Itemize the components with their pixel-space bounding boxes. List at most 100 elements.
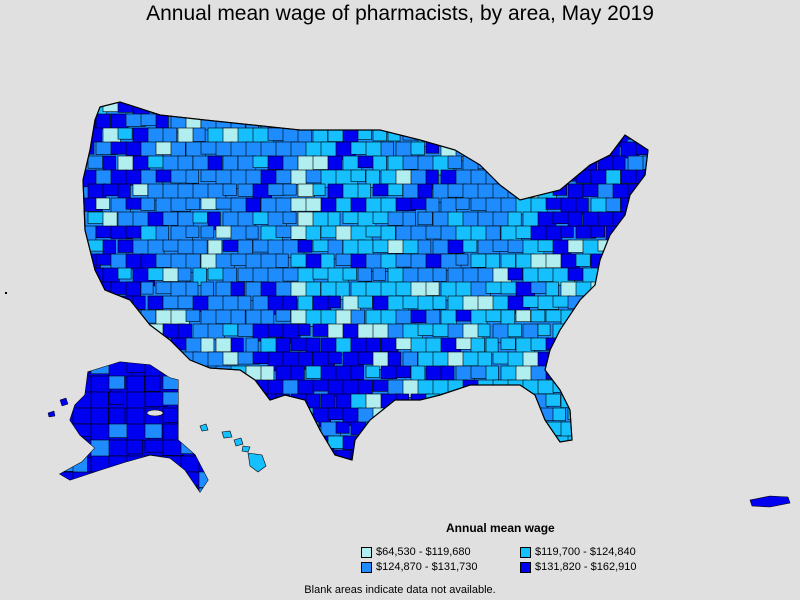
area-cell: [620, 393, 640, 411]
area-cell: [597, 351, 614, 366]
area-cell: [582, 267, 605, 284]
area-cell: [620, 337, 642, 356]
area-cell: [605, 337, 619, 355]
area-cell: [552, 407, 566, 421]
area-cell: [102, 155, 116, 173]
area-cell: [605, 365, 629, 385]
area-cell: [108, 455, 129, 477]
area-cell: [643, 464, 665, 482]
area-cell: [642, 239, 648, 258]
area-cell: [72, 471, 93, 487]
area-cell: [207, 211, 221, 231]
area-cell: [372, 435, 392, 453]
area-cell: [552, 155, 573, 168]
area-cell: [627, 267, 642, 286]
area-cell: [605, 225, 626, 245]
area-cell: [590, 337, 605, 358]
area-cell: [108, 375, 125, 390]
area-cell: [162, 471, 181, 491]
area-cell: [582, 183, 599, 197]
area-cell: [283, 464, 297, 478]
area-cell: [140, 281, 154, 295]
area-cell: [223, 464, 239, 477]
area-cell: [357, 267, 372, 282]
area-cell: [245, 393, 269, 406]
area-cell: [342, 379, 361, 395]
area-cell: [200, 169, 218, 182]
area-cell: [447, 435, 466, 454]
area-cell: [83, 309, 95, 324]
area-cell: [305, 225, 321, 242]
legend-item: $64,530 - $119,680: [361, 546, 471, 558]
area-cell: [522, 435, 538, 449]
area-cell: [117, 267, 132, 280]
area-cell: [282, 211, 297, 224]
area-cell: [597, 323, 611, 336]
area-cell: [537, 323, 551, 336]
area-cell: [260, 421, 276, 438]
area-cell: [417, 435, 437, 449]
area-cell: [144, 455, 169, 476]
area-cell: [575, 393, 595, 411]
area-cell: [552, 379, 572, 393]
area-cell: [537, 435, 556, 453]
area-cell: [95, 337, 115, 356]
area-cell: [537, 379, 555, 395]
area-cell: [380, 365, 397, 380]
area-cell: [83, 141, 95, 155]
area-cell: [627, 435, 648, 453]
area-cell: [117, 323, 139, 336]
area-cell: [252, 435, 275, 452]
area-cell: [297, 323, 311, 336]
area-cell: [627, 379, 648, 395]
area-cell: [410, 225, 428, 243]
area-cell: [133, 464, 148, 482]
area-cell: [590, 421, 606, 436]
area-cell: [455, 225, 473, 242]
area-cell: [410, 141, 425, 156]
area-cell: [590, 365, 605, 384]
legend-item: $124,870 - $131,730: [361, 561, 478, 573]
area-cell: [635, 281, 648, 295]
area-cell: [417, 102, 436, 116]
area-cell: [222, 351, 239, 366]
map-title: Annual mean wage of pharmacists, by area…: [146, 2, 654, 25]
area-cell: [642, 211, 648, 228]
area-cell: [410, 113, 426, 131]
area-cell: [448, 464, 461, 476]
area-cell: [320, 281, 338, 298]
area-cell: [507, 127, 525, 144]
area-cell: [477, 435, 494, 450]
area-cell: [567, 211, 583, 227]
area-cell: [583, 464, 598, 475]
area-cell: [507, 435, 530, 453]
area-cell: [635, 253, 648, 267]
area-cell: [72, 487, 91, 492]
area-cell: [144, 439, 166, 453]
area-cell: [575, 365, 592, 379]
area-cell: [500, 393, 520, 407]
area-cell: [207, 267, 224, 281]
area-cell: [290, 421, 310, 438]
area-cell: [417, 183, 433, 199]
area-cell: [515, 421, 532, 437]
area-cell: [417, 211, 433, 226]
area-cell: [628, 464, 645, 477]
area-cell: [275, 309, 291, 322]
area-cell: [627, 183, 648, 201]
legend-label: $124,870 - $131,730: [376, 561, 478, 573]
area-cell: [455, 253, 469, 266]
area-cell: [470, 449, 489, 460]
alaska-map: [47, 361, 209, 493]
area-cell: [447, 102, 462, 113]
area-cell: [492, 155, 512, 173]
area-cell: [612, 351, 631, 372]
area-cell: [162, 211, 178, 226]
area-cell: [198, 471, 208, 488]
area-cell: [627, 239, 648, 255]
area-cell: [440, 421, 460, 434]
area-cell: [447, 407, 463, 428]
area-cell: [485, 393, 500, 411]
area-cell: [642, 183, 648, 202]
area-cell: [215, 393, 237, 410]
